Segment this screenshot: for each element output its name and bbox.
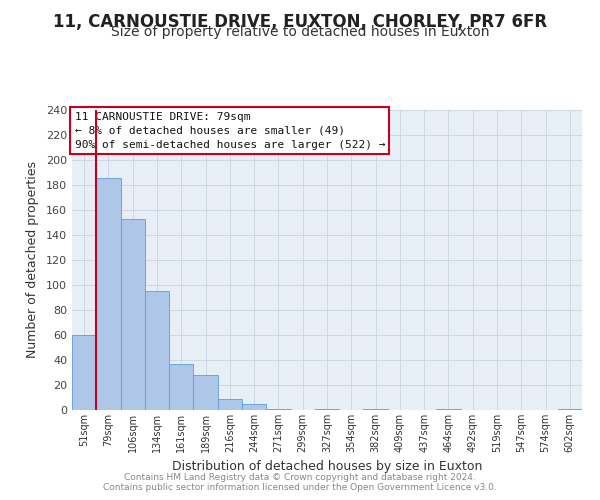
X-axis label: Distribution of detached houses by size in Euxton: Distribution of detached houses by size … (172, 460, 482, 473)
Y-axis label: Number of detached properties: Number of detached properties (26, 162, 39, 358)
Bar (558, 409, 582, 410)
Bar (96, 178, 121, 410)
Bar (169, 364, 193, 410)
Bar (193, 375, 218, 410)
Text: Contains HM Land Registry data © Crown copyright and database right 2024.: Contains HM Land Registry data © Crown c… (124, 474, 476, 482)
Bar (315, 409, 339, 410)
Bar (364, 409, 388, 410)
Text: Size of property relative to detached houses in Euxton: Size of property relative to detached ho… (111, 25, 489, 39)
Bar (436, 409, 461, 410)
Text: Contains public sector information licensed under the Open Government Licence v3: Contains public sector information licen… (103, 484, 497, 492)
Bar (72, 335, 96, 410)
Bar (266, 409, 290, 410)
Bar (121, 219, 145, 410)
Bar (218, 399, 242, 410)
Bar (145, 291, 169, 410)
Bar (242, 404, 266, 410)
Text: 11, CARNOUSTIE DRIVE, EUXTON, CHORLEY, PR7 6FR: 11, CARNOUSTIE DRIVE, EUXTON, CHORLEY, P… (53, 12, 547, 30)
Text: 11 CARNOUSTIE DRIVE: 79sqm
← 8% of detached houses are smaller (49)
90% of semi-: 11 CARNOUSTIE DRIVE: 79sqm ← 8% of detac… (74, 112, 385, 150)
